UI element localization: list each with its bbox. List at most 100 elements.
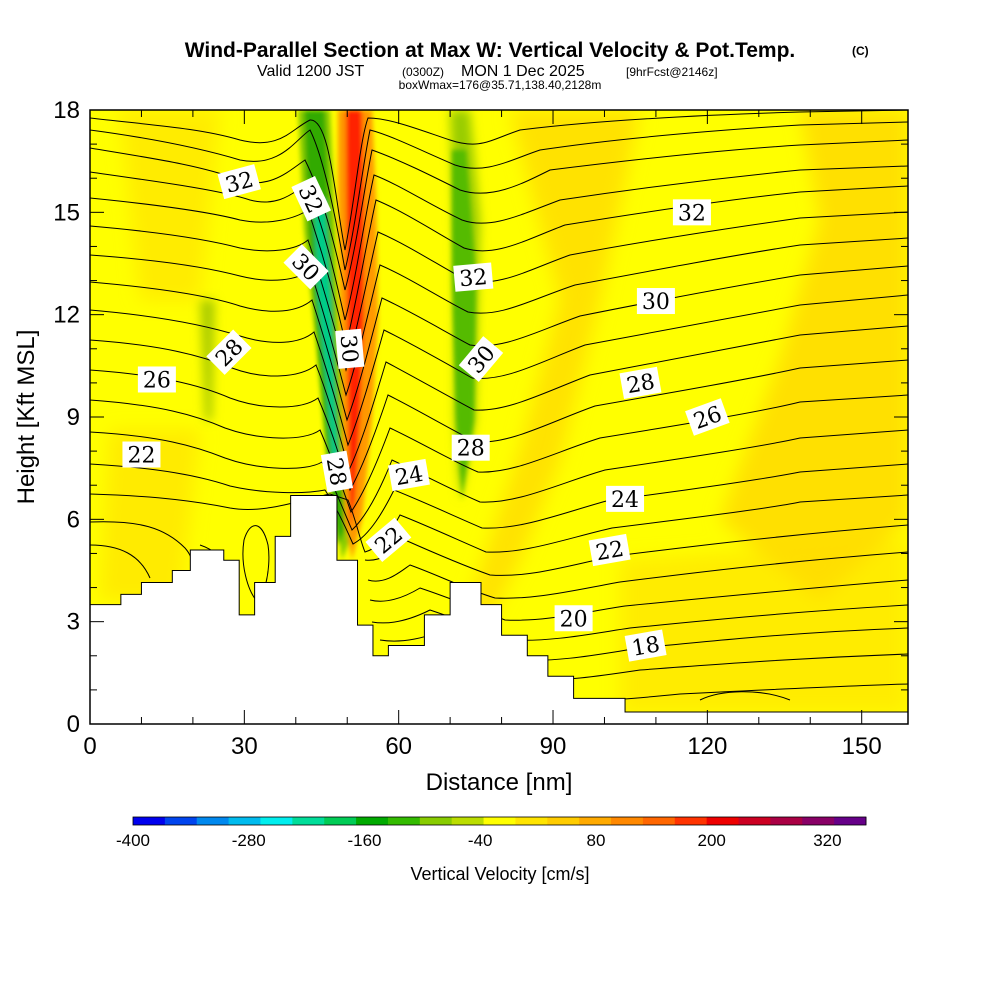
colorbar-swatch — [642, 817, 676, 825]
colorbar: -400 -280 -160 -40 80 200 320 — [116, 816, 867, 850]
x-axis: 0 30 60 90 120 150 — [83, 110, 882, 760]
x-tick-label: 150 — [842, 733, 882, 760]
colorbar-swatch — [770, 817, 803, 825]
colorbar-swatch — [292, 817, 325, 825]
y-tick-label: 12 — [53, 302, 80, 329]
colorbar-swatch — [451, 817, 485, 825]
terrain — [90, 494, 908, 724]
colorbar-swatch — [324, 817, 357, 825]
x-tick-label: 30 — [231, 733, 258, 760]
chart-title: Wind-Parallel Section at Max W: Vertical… — [185, 39, 869, 62]
subtitle-valid: Valid 1200 JST — [257, 63, 365, 80]
contour-label-box — [619, 366, 662, 399]
contour-label-box — [387, 458, 430, 492]
contour-label: 32 — [453, 262, 494, 292]
colorbar-frame — [132, 816, 867, 826]
colorbar-swatch — [196, 817, 230, 825]
contour-label-box — [451, 434, 490, 461]
contour-label-box — [122, 441, 161, 468]
contour-label-box — [453, 262, 494, 292]
contour-label-box — [554, 605, 593, 632]
contour-label-box — [685, 398, 730, 436]
contour-label-box — [588, 533, 631, 567]
colorbar-swatch — [738, 817, 771, 825]
colorbar-swatch — [133, 817, 166, 825]
subtitle-box: boxWmax=176@35.71,138.40,2128m — [399, 78, 602, 92]
contour-label: 28 — [320, 450, 354, 493]
title-mark: (C) — [852, 44, 869, 58]
contour-label-text: 26 — [143, 368, 171, 393]
updraft-region-lowright — [620, 540, 908, 714]
subtitle-date: MON 1 Dec 2025 — [461, 63, 585, 80]
contour-label-box — [320, 450, 354, 493]
contour-label-text: 24 — [611, 488, 639, 513]
contour-label-box — [335, 328, 365, 369]
y-axis: 0 3 6 9 12 15 18 — [53, 97, 908, 738]
contour-label: 26 — [137, 366, 176, 393]
contour-label-box — [291, 175, 332, 222]
colorbar-title: Vertical Velocity [cm/s] — [410, 864, 589, 884]
contour-label-box — [624, 629, 667, 662]
colorbar-tick-label: -160 — [347, 831, 381, 850]
colorbar-tick-label: 80 — [586, 831, 605, 850]
contour-label-box — [137, 366, 176, 393]
y-tick-label: 3 — [67, 609, 80, 636]
colorbar-swatch — [547, 817, 580, 825]
contour-label-text: 22 — [127, 444, 155, 469]
contour-label: 20 — [554, 605, 593, 632]
x-axis-label: Distance [nm] — [426, 769, 573, 796]
colorbar-swatch — [706, 817, 740, 825]
contour-label-text: 22 — [594, 537, 626, 566]
contour-label: 28 — [619, 366, 662, 399]
subtitle-forecast: [9hrFcst@2146z] — [626, 65, 718, 79]
contour-label-box — [636, 288, 675, 315]
contour-label: 28 — [451, 434, 490, 462]
colorbar-swatch — [834, 817, 867, 825]
downdraft-band-left-faint — [200, 300, 215, 420]
y-tick-label: 0 — [67, 711, 80, 738]
contour-label-text: 24 — [393, 462, 425, 491]
contour-label-text: 18 — [630, 632, 662, 661]
contour-label-text: 30 — [335, 334, 362, 364]
contour-label-box — [672, 199, 711, 226]
subtitle-utc: (0300Z) — [402, 65, 444, 79]
contour-label: 30 — [636, 288, 675, 315]
colorbar-tick-label: -280 — [232, 831, 266, 850]
colorbar-swatch — [802, 817, 835, 825]
colorbar-tick-label: -400 — [116, 831, 150, 850]
y-tick-label: 6 — [67, 506, 80, 533]
colorbar-swatch — [515, 817, 548, 825]
colorbar-swatch — [674, 817, 708, 825]
contour-label: 24 — [387, 458, 430, 492]
contour-label-box — [606, 485, 645, 512]
contour-label-box — [206, 329, 252, 375]
chart-subtitle: Valid 1200 JST (0300Z) MON 1 Dec 2025 [9… — [257, 63, 718, 92]
colorbar-swatch — [228, 817, 261, 825]
x-tick-label: 90 — [540, 733, 567, 760]
contour-label-box — [365, 517, 412, 562]
colorbar-swatch — [356, 817, 389, 825]
contour-label-box — [458, 336, 504, 382]
colorbar-tick-label: 320 — [813, 831, 841, 850]
contour-label-text: 30 — [642, 290, 670, 315]
contour-label-box — [283, 244, 329, 290]
y-tick-label: 15 — [53, 199, 80, 226]
colorbar-swatch — [579, 817, 612, 825]
y-axis-label: Height [Kft MSL] — [13, 330, 40, 505]
contour-label-text: 28 — [625, 370, 657, 399]
contour-label-box — [217, 164, 261, 200]
contour-label-text: 28 — [457, 437, 485, 462]
colorbar-tick-label: -40 — [468, 831, 493, 850]
contour-label: 22 — [122, 441, 161, 469]
updraft-region-right — [470, 110, 640, 640]
contour-label-text: 32 — [458, 265, 488, 292]
contour-label: 18 — [624, 629, 667, 662]
x-tick-label: 0 — [83, 733, 96, 760]
contour-label: 28 — [206, 329, 252, 375]
contour-label: 32 — [672, 199, 711, 226]
colorbar-swatch — [419, 817, 453, 825]
colorbar-swatch — [387, 817, 421, 825]
colorbar-swatch — [611, 817, 644, 825]
